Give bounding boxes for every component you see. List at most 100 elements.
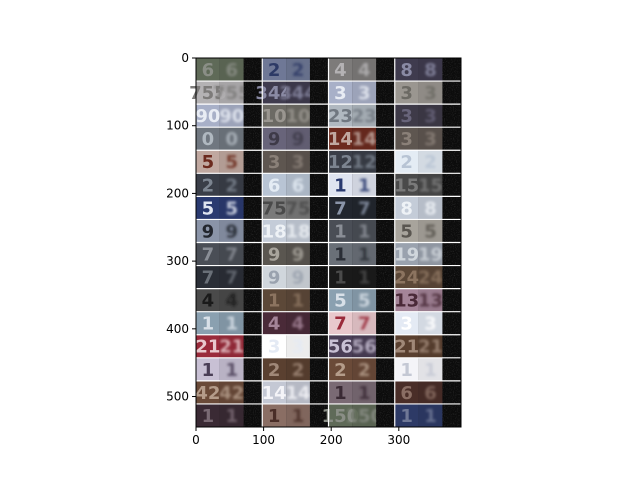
digit-glyph-reconstructed: 1 (292, 406, 305, 427)
reconstruction-crop: 21 (418, 334, 443, 358)
digit-glyph-reconstructed: 3 (424, 83, 437, 104)
digit-glyph: 3 (400, 129, 413, 150)
noise-map (376, 334, 395, 358)
reconstruction-crop: 3 (418, 81, 443, 105)
noise-map (243, 196, 263, 220)
original-crop: 7 (328, 311, 353, 335)
original-crop: 4 (328, 58, 353, 82)
original-crop: 2 (394, 150, 419, 174)
digit-glyph-reconstructed: 19 (418, 244, 443, 265)
digit-glyph: 3 (268, 152, 281, 173)
reconstruction-crop: 9 (286, 242, 310, 266)
digit-glyph: 24 (394, 268, 419, 289)
reconstruction-crop: 7 (219, 265, 244, 289)
digit-glyph-reconstructed: 7 (226, 268, 239, 289)
noise-map (442, 173, 461, 197)
digit-glyph: 7 (334, 314, 347, 335)
original-crop: 24 (394, 265, 419, 289)
digit-glyph: 1 (334, 221, 347, 242)
reconstruction-crop: 6 (286, 173, 310, 197)
digit-glyph: 7 (334, 198, 347, 219)
digit-glyph: 75 (262, 198, 287, 219)
original-crop: 1 (394, 357, 419, 381)
original-crop: 1 (394, 403, 419, 427)
digit-glyph: 1 (334, 175, 347, 196)
noise-map (376, 403, 395, 427)
original-crop: 150 (322, 403, 360, 427)
reconstruction-crop: 1 (219, 403, 244, 427)
reconstruction-crop: 2 (352, 357, 377, 381)
noise-map (243, 288, 263, 312)
reconstruction-crop: 5 (219, 196, 244, 220)
reconstruction-crop: 2 (286, 357, 310, 381)
digit-glyph: 10 (262, 106, 287, 127)
noise-map (309, 196, 329, 220)
digit-glyph: 5 (400, 221, 413, 242)
original-crop: 5 (196, 196, 220, 220)
original-crop: 10 (262, 104, 287, 128)
digit-glyph: 90 (195, 106, 220, 127)
digit-glyph-reconstructed: 1 (358, 383, 371, 404)
original-crop: 1 (328, 219, 353, 243)
digit-glyph: 4 (334, 60, 347, 81)
original-crop: 7 (196, 265, 220, 289)
digit-glyph-reconstructed: 1 (358, 175, 371, 196)
reconstruction-crop: 6 (219, 58, 244, 82)
digit-glyph-reconstructed: 3 (424, 106, 437, 127)
digit-glyph-reconstructed: 56 (352, 337, 377, 358)
reconstruction-crop: 1 (286, 288, 310, 312)
digit-glyph: 15 (394, 175, 419, 196)
noise-map (442, 403, 461, 427)
noise-map (309, 58, 329, 82)
reconstruction-crop: 19 (418, 242, 443, 266)
noise-map (442, 219, 461, 243)
digit-glyph-reconstructed: 0 (226, 129, 239, 150)
noise-map (376, 58, 395, 82)
original-crop: 1 (196, 311, 220, 335)
noise-map (243, 150, 263, 174)
noise-map (309, 242, 329, 266)
digit-glyph: 1 (334, 383, 347, 404)
digit-glyph-reconstructed: 1 (226, 360, 239, 381)
digit-glyph-reconstructed: 1 (424, 360, 437, 381)
reconstruction-crop: 5 (418, 219, 443, 243)
reconstruction-crop: 5 (219, 150, 244, 174)
digit-glyph: 4 (268, 314, 281, 335)
original-crop: 23 (328, 104, 353, 128)
digit-glyph: 5 (202, 198, 215, 219)
digit-glyph-reconstructed: 18 (285, 221, 310, 242)
noise-map (243, 334, 263, 358)
reconstruction-crop: 0 (219, 127, 244, 151)
reconstruction-crop: 2 (418, 150, 443, 174)
noise-map (442, 127, 461, 151)
reconstruction-crop: 7 (352, 196, 377, 220)
digit-glyph: 150 (322, 406, 360, 427)
noise-map (442, 150, 461, 174)
digit-glyph-reconstructed: 21 (219, 337, 244, 358)
original-crop: 1 (328, 380, 353, 404)
digit-glyph-reconstructed: 15 (418, 175, 443, 196)
reconstruction-crop: 13 (418, 288, 443, 312)
noise-map (376, 104, 395, 128)
reconstruction-crop: 23 (352, 104, 377, 128)
digit-glyph-reconstructed: 5 (424, 221, 437, 242)
digit-glyph-reconstructed: 6 (292, 175, 305, 196)
digit-glyph: 1 (268, 406, 281, 427)
digit-glyph-reconstructed: 4 (358, 60, 371, 81)
reconstruction-crop: 8 (418, 58, 443, 82)
digit-glyph-reconstructed: 9 (292, 268, 305, 289)
digit-glyph-reconstructed: 344 (279, 83, 317, 104)
original-crop: 21 (394, 334, 419, 358)
noise-map (442, 58, 461, 82)
noise-map (243, 58, 263, 82)
digit-glyph: 3 (400, 83, 413, 104)
digit-glyph-reconstructed: 3 (358, 83, 371, 104)
digit-glyph-reconstructed: 90 (219, 106, 244, 127)
original-crop: 56 (328, 334, 353, 358)
noise-map (309, 173, 329, 197)
reconstruction-crop: 1 (352, 265, 377, 289)
reconstruction-crop: 4 (219, 288, 244, 312)
reconstruction-crop: 56 (352, 334, 377, 358)
original-crop: 0 (196, 127, 220, 151)
noise-map (243, 242, 263, 266)
